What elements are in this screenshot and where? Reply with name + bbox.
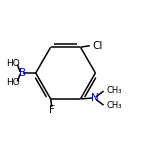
Text: F: F [49,105,55,115]
Text: B: B [19,68,26,78]
Text: HO: HO [6,78,19,87]
Text: CH₃: CH₃ [107,101,122,110]
Text: CH₃: CH₃ [107,86,122,95]
Text: HO: HO [6,59,19,68]
Text: Cl: Cl [92,41,103,51]
Text: N: N [91,93,98,103]
